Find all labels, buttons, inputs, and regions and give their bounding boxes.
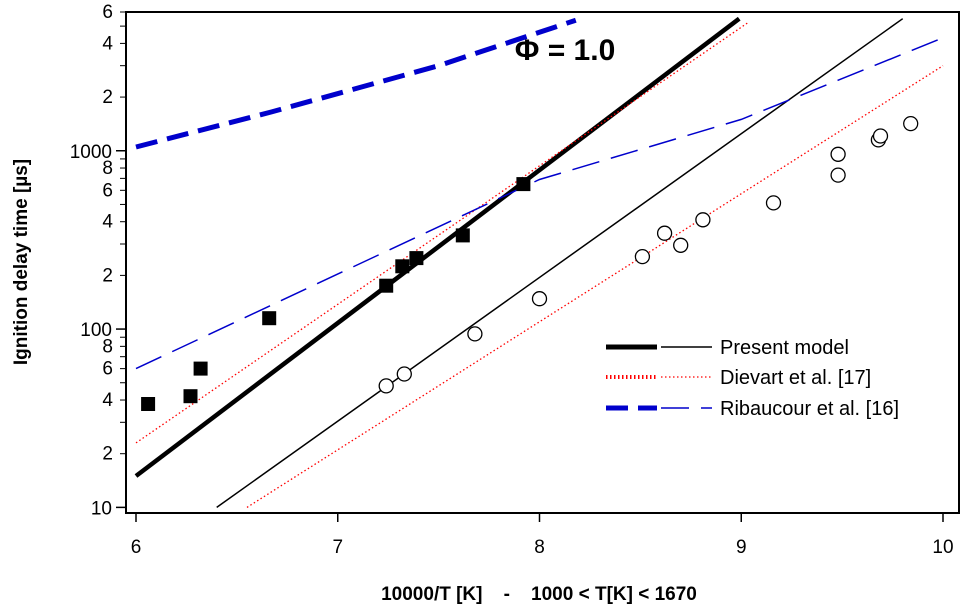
data-point-square — [455, 228, 470, 243]
data-point-circle — [531, 291, 548, 307]
series-line-5 — [135, 17, 577, 150]
y-minor-tick-label: 6 — [102, 180, 113, 201]
y-minor-tick-label: 6 — [102, 359, 113, 380]
series-line-1 — [216, 18, 904, 509]
legend-label-present-model: Present model — [720, 337, 849, 359]
data-point-square — [516, 177, 531, 192]
x-axis-title: 10000/T [K] - 1000 < T[K] < 1670 — [381, 584, 697, 605]
data-point-square — [141, 397, 156, 411]
y-minor-tick-label: 8 — [102, 158, 113, 179]
data-point-circle — [830, 146, 846, 162]
x-tick-label: 7 — [332, 537, 343, 558]
x-tick-label: 10 — [932, 537, 953, 558]
data-point-circle — [765, 195, 782, 211]
data-point-circle — [695, 212, 711, 228]
data-point-square — [262, 311, 277, 326]
plot-series — [134, 16, 944, 509]
series-line-0 — [134, 16, 741, 478]
y-minor-tick-label: 4 — [102, 212, 113, 233]
plot-points — [141, 115, 919, 411]
data-point-circle — [656, 225, 673, 241]
y-tick-label: 1000 — [70, 142, 112, 163]
x-tick-label: 6 — [131, 537, 142, 558]
data-point-circle — [872, 128, 889, 144]
x-tick-label: 8 — [534, 537, 545, 558]
y-tick-label: 100 — [80, 320, 112, 341]
data-point-circle — [673, 237, 689, 253]
y-minor-tick-label: 4 — [102, 390, 113, 411]
data-point-square — [409, 251, 424, 266]
data-point-square — [193, 361, 208, 376]
series-line-2 — [135, 22, 748, 444]
data-point-circle — [903, 115, 919, 132]
data-point-circle — [467, 326, 483, 342]
y-minor-tick-label: 2 — [102, 265, 113, 286]
y-minor-tick-label: 6 — [102, 2, 113, 23]
series-line-3 — [246, 65, 944, 508]
data-point-square — [379, 278, 394, 293]
data-point-circle — [634, 248, 651, 265]
legend-label-dievart: Dievart et al. [17] — [720, 367, 871, 389]
data-point-circle — [830, 167, 846, 183]
y-minor-tick-label: 8 — [102, 336, 113, 357]
plot-frame — [125, 11, 960, 514]
data-point-square — [183, 389, 198, 404]
data-point-circle — [378, 378, 394, 394]
y-tick-label: 10 — [91, 498, 112, 519]
series-line-4 — [135, 37, 944, 370]
y-minor-tick-label: 2 — [102, 87, 113, 108]
data-point-circle — [396, 366, 412, 382]
data-point-square — [395, 259, 410, 274]
y-minor-tick-label: 2 — [102, 444, 113, 465]
legend-label-ribaucour: Ribaucour et al. [16] — [720, 398, 899, 420]
y-minor-tick-label: 4 — [102, 33, 113, 54]
x-tick-label: 9 — [736, 537, 747, 558]
y-axis-title: Ignition delay time [µs] — [11, 159, 32, 365]
legend: Present model Dievart et al. [17] Ribauc… — [606, 337, 899, 420]
phi-annotation: Φ = 1.0 — [515, 34, 616, 67]
